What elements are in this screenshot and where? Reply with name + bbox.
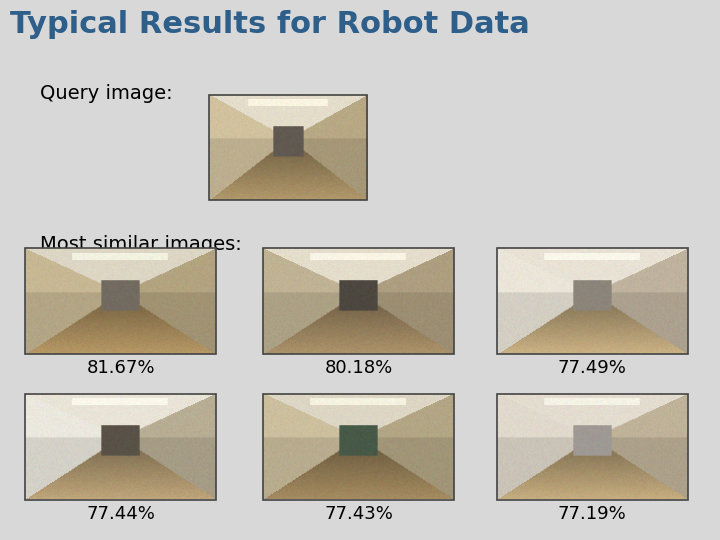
Bar (263, 248, 454, 354)
Bar (25, 394, 216, 500)
Bar (25, 248, 216, 354)
Bar (497, 394, 688, 500)
Text: 77.44%: 77.44% (86, 505, 156, 523)
Text: 80.18%: 80.18% (325, 359, 392, 377)
Text: 77.49%: 77.49% (557, 359, 626, 377)
Text: Most similar images:: Most similar images: (40, 235, 241, 254)
Text: 81.67%: 81.67% (86, 359, 156, 377)
Bar (209, 94, 367, 200)
Text: Typical Results for Robot Data: Typical Results for Robot Data (10, 10, 530, 39)
Text: Query image:: Query image: (40, 84, 172, 103)
Text: 77.19%: 77.19% (557, 505, 626, 523)
Bar (263, 394, 454, 500)
Text: 77.43%: 77.43% (324, 505, 393, 523)
Bar (497, 248, 688, 354)
